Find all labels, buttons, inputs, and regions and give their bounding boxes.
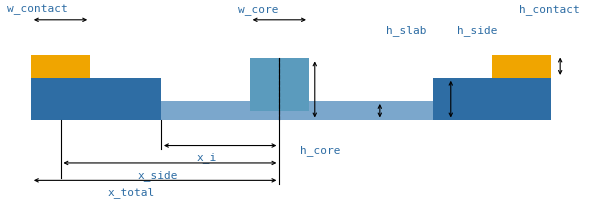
Text: h_slab: h_slab <box>386 25 426 36</box>
Bar <box>250 59 309 121</box>
Bar <box>433 78 551 121</box>
Text: w_contact: w_contact <box>7 5 68 15</box>
Bar <box>492 55 551 78</box>
Text: h_contact: h_contact <box>519 4 580 15</box>
Bar <box>31 78 161 121</box>
Text: h_side: h_side <box>457 25 497 36</box>
Text: x_total: x_total <box>108 186 155 197</box>
Text: w_core: w_core <box>238 5 278 15</box>
Bar <box>250 59 309 111</box>
Text: x_side: x_side <box>137 169 178 180</box>
Bar <box>31 102 551 121</box>
Bar <box>31 55 90 78</box>
Text: h_core: h_core <box>300 144 340 155</box>
Text: x_i: x_i <box>196 152 217 162</box>
